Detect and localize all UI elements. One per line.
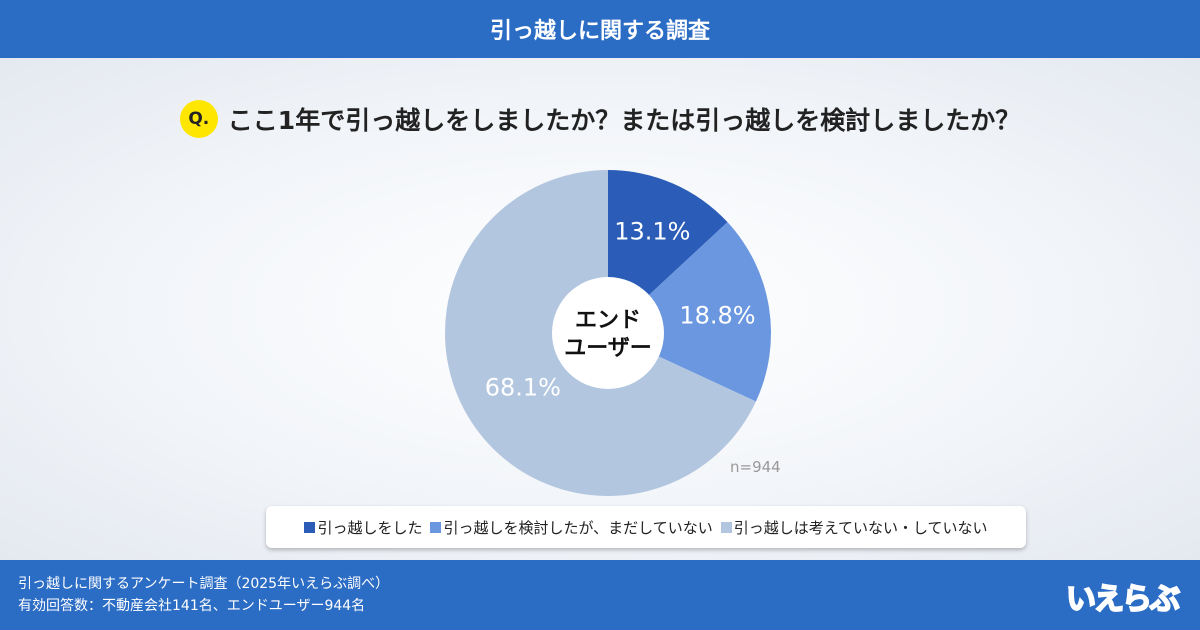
center-label: ユーザー: [564, 336, 652, 361]
center-label: エンド: [575, 308, 641, 333]
question-text: ここ1年で引っ越しをしましたか？または引っ越しを検討しましたか？: [227, 106, 1021, 135]
legend-label: 引っ越しは考えていない・していない: [733, 518, 988, 537]
footer: 引っ越しに関するアンケート調査（2025年いえらぶ調べ） 有効回答数：不動産会社…: [0, 560, 1200, 630]
legend-swatch: [304, 521, 316, 533]
header-title: 引っ越しに関する調査: [0, 0, 1200, 58]
slice-label: 13.1%: [614, 217, 690, 245]
footer-respondents: 有効回答数：不動産会社141名、エンドユーザー944名: [18, 598, 366, 614]
legend-swatch: [720, 521, 732, 533]
question-badge: Q.: [179, 100, 218, 138]
brand-logo: いえらぶ: [1065, 581, 1181, 618]
legend-label: 引っ越しを検討したが、まだしていない: [443, 518, 713, 537]
legend: 引っ越しをした 引っ越しを検討したが、まだしていない 引っ越しは考えていない・し…: [266, 506, 1026, 548]
pie-slice: [608, 222, 771, 402]
slice-label: 68.1%: [485, 373, 561, 401]
legend-item: 引っ越しを検討したが、まだしていない: [430, 517, 713, 538]
legend-label: 引っ越しをした: [317, 518, 423, 537]
question: Q. ここ1年で引っ越しをしましたか？または引っ越しを検討しましたか？: [0, 100, 1200, 138]
sample-size: n=944: [730, 458, 781, 476]
legend-item: 引っ越しは考えていない・していない: [720, 517, 988, 538]
center-hole: [552, 277, 664, 389]
slice-label: 18.8%: [679, 302, 755, 330]
footer-survey: 引っ越しに関するアンケート調査（2025年いえらぶ調べ）: [18, 576, 390, 592]
legend-item: 引っ越しをした: [304, 517, 422, 538]
legend-swatch: [430, 521, 442, 533]
